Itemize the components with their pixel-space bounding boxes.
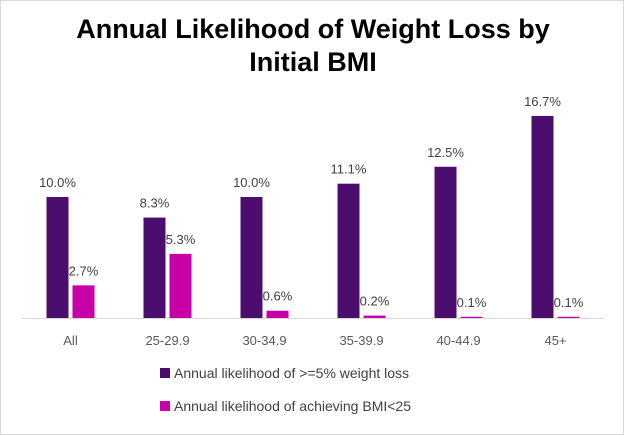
chart-title-line2: Initial BMI <box>249 47 377 77</box>
legend-swatch-1 <box>160 368 170 378</box>
data-label-series2-3: 0.2% <box>360 294 390 309</box>
bar-series1-4 <box>434 166 457 318</box>
chart-title: Annual Likelihood of Weight Loss by Init… <box>1 13 624 79</box>
x-tick-label-5: 45+ <box>544 333 566 348</box>
chart-title-line1: Annual Likelihood of Weight Loss by <box>76 14 550 44</box>
x-tick-label-3: 35-39.9 <box>339 333 383 348</box>
bars-group <box>46 115 580 319</box>
x-tick-label-1: 25-29.9 <box>145 333 189 348</box>
data-label-series1-4: 12.5% <box>427 145 464 160</box>
x-tick-label-2: 30-34.9 <box>242 333 286 348</box>
bar-series1-1 <box>143 217 166 318</box>
legend: Annual likelihood of >=5% weight loss Ann… <box>160 365 411 414</box>
bar-series2-0 <box>72 285 95 318</box>
data-label-series1-0: 10.0% <box>39 175 76 190</box>
data-label-series1-1: 8.3% <box>140 196 170 211</box>
x-tick-label-0: All <box>63 333 78 348</box>
bar-series2-2 <box>266 310 289 318</box>
bar-series1-3 <box>337 183 360 318</box>
legend-swatch-2 <box>160 401 170 411</box>
bar-series1-2 <box>240 197 263 318</box>
data-label-series1-5: 16.7% <box>524 94 561 109</box>
data-label-series1-3: 11.1% <box>331 162 367 177</box>
data-labels-group: 10.0% 2.7% 8.3% 5.3% 10.0% 0.6% 11.1% 0.2% 12.5%… <box>39 94 584 310</box>
bar-series2-5 <box>557 316 580 318</box>
bar-series2-1 <box>169 253 192 318</box>
bar-series2-3 <box>363 315 386 318</box>
data-label-series2-5: 0.1% <box>554 295 584 310</box>
legend-label-1: Annual likelihood of >=5% weight loss <box>174 365 409 381</box>
x-tick-label-4: 40-44.9 <box>436 333 480 348</box>
legend-item-2: Annual likelihood of achieving BMI<25 <box>160 398 411 414</box>
x-tick-labels-group: All 25-29.9 30-34.9 35-39.9 40-44.9 45+ <box>63 333 566 348</box>
data-label-series2-4: 0.1% <box>457 295 487 310</box>
data-label-series2-0: 2.7% <box>69 263 99 278</box>
data-label-series1-2: 10.0% <box>233 175 270 190</box>
legend-label-2: Annual likelihood of achieving BMI<25 <box>174 398 411 414</box>
data-label-series2-2: 0.6% <box>263 289 293 304</box>
bar-series1-5 <box>531 115 554 319</box>
bar-series1-0 <box>46 197 69 318</box>
legend-item-1: Annual likelihood of >=5% weight loss <box>160 365 409 381</box>
data-label-series2-1: 5.3% <box>166 232 196 247</box>
bar-series2-4 <box>460 316 483 318</box>
